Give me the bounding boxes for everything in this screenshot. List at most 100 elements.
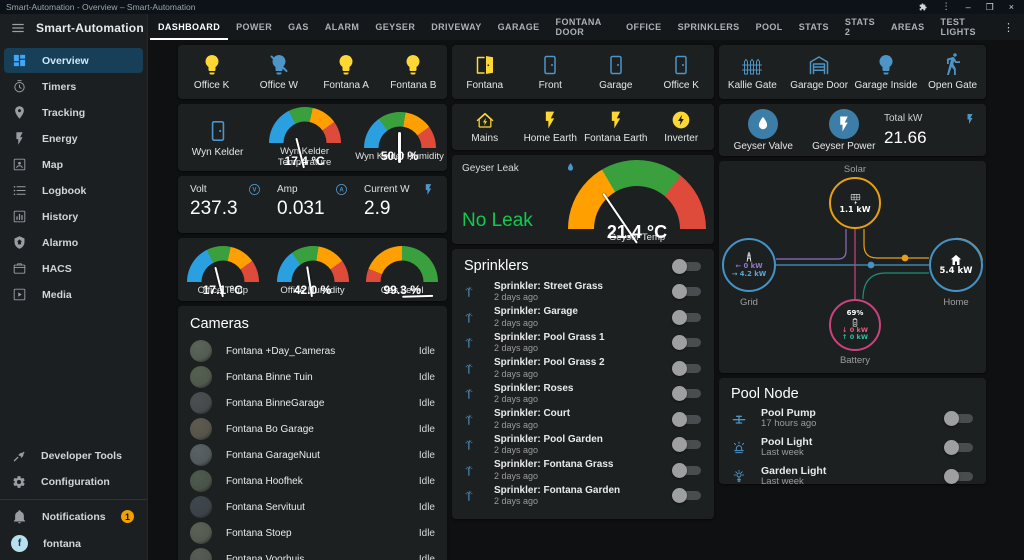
sidebar-item-logbook[interactable]: Logbook: [4, 178, 143, 203]
sidebar-item-user[interactable]: f fontana: [4, 531, 143, 556]
entity-office-k[interactable]: Office K: [649, 53, 715, 91]
minimize-icon[interactable]: –: [965, 1, 971, 12]
sprinkler-toggle-sprinkler-fontana-grass[interactable]: [671, 461, 704, 479]
metric-value: 0.031: [277, 198, 325, 219]
sidebar-item-tracking[interactable]: Tracking: [4, 100, 143, 125]
camera-row-fontana-voorhuis[interactable]: Fontana Voorhuis Idle: [190, 546, 435, 560]
tab-overflow-icon[interactable]: ⋮: [1003, 20, 1014, 34]
pool-toggle-pool-light[interactable]: [943, 439, 976, 457]
tab-pool[interactable]: POOL: [755, 22, 783, 32]
energy-node-battery[interactable]: 69% ↓ 0 kW ↑ 0 kW: [829, 299, 881, 351]
sidebar-item-developer-tools[interactable]: Developer Tools: [4, 443, 143, 468]
camera-row-fontana-day-cameras[interactable]: Fontana +Day_Cameras Idle: [190, 338, 435, 364]
metric-current-w[interactable]: Current W 2.9: [356, 183, 443, 227]
sidebar-item-notifications[interactable]: Notifications 1: [4, 504, 143, 529]
tab-test-lights[interactable]: TEST LIGHTS: [940, 17, 976, 37]
gauge-office-temp[interactable]: 17.1 °C Office Temp: [178, 246, 268, 297]
sprinkler-toggle-sprinkler-pool-garden[interactable]: [671, 436, 704, 454]
tab-geyser[interactable]: GEYSER: [375, 22, 416, 32]
sidebar-item-timers[interactable]: Timers: [4, 74, 143, 99]
entity-office-k[interactable]: Office K: [178, 53, 245, 91]
gauge-wyn-kelder-humidity[interactable]: 50.0 % Wyn Kelder Humidity: [352, 112, 447, 163]
energy-node-home[interactable]: 5.4 kW: [929, 238, 983, 292]
pool-toggle-garden-light[interactable]: [943, 468, 976, 486]
energy-node-solar[interactable]: 1.1 kW: [829, 177, 881, 229]
tab-driveway[interactable]: DRIVEWAY: [431, 22, 482, 32]
tab-alarm[interactable]: ALARM: [324, 22, 360, 32]
gauge-wyn-kelder-temperature[interactable]: 17.4 °C Wyn Kelder Temperature: [257, 106, 352, 169]
gauge-gas-level[interactable]: 99.3 % Gas Level: [357, 246, 447, 298]
tab-power[interactable]: POWER: [236, 22, 273, 32]
entity-mains[interactable]: Mains: [452, 110, 518, 144]
camera-row-fontana-stoep[interactable]: Fontana Stoep Idle: [190, 520, 435, 546]
entity-home-earth[interactable]: Home Earth: [518, 110, 584, 144]
entity-kallie-gate[interactable]: Kallie Gate: [719, 53, 786, 91]
sprinkler-last-changed: 2 days ago: [494, 419, 539, 430]
entity-fontana[interactable]: Fontana: [452, 53, 518, 91]
tab-areas[interactable]: AREAS: [891, 22, 925, 32]
sprinkler-toggle-sprinkler-court[interactable]: [671, 410, 704, 428]
sprinkler-toggle-sprinkler-roses[interactable]: [671, 385, 704, 403]
tab-stats-2[interactable]: STATS 2: [844, 17, 876, 37]
sidebar-item-media[interactable]: Media: [4, 282, 143, 307]
sidebar-item-alarmo[interactable]: Alarmo: [4, 230, 143, 255]
tab-garage[interactable]: GARAGE: [497, 22, 540, 32]
sprinkler-toggle-sprinkler-pool-grass-1[interactable]: [671, 334, 704, 352]
gauge-value: 21.4 °C: [606, 222, 668, 243]
sidebar-item-label: Logbook: [42, 184, 87, 197]
sprinkler-icon: [464, 387, 494, 400]
camera-row-fontana-hoofhek[interactable]: Fontana Hoofhek Idle: [190, 468, 435, 494]
flash-icon: [606, 110, 626, 130]
browser-menu-icon[interactable]: ⋮: [941, 1, 951, 12]
metric-volt[interactable]: Volt V 237.3: [182, 183, 269, 227]
tab-gas[interactable]: GAS: [288, 22, 309, 32]
sidebar-item-hacs[interactable]: HACS: [4, 256, 143, 281]
camera-row-fontana-binnegarage[interactable]: Fontana BinneGarage Idle: [190, 390, 435, 416]
gauge-geyser-temp[interactable]: 21.4 °C Geyser Temp: [568, 160, 706, 245]
gauge-office-humidity[interactable]: 42.0 % Office Humidity: [268, 246, 358, 297]
camera-row-fontana-garagenuut[interactable]: Fontana GarageNuut Idle: [190, 442, 435, 468]
entity-geyser-valve[interactable]: Geyser Valve: [723, 108, 804, 152]
sprinkler-toggle-sprinkler-pool-grass-2[interactable]: [671, 359, 704, 377]
tab-fontana-door[interactable]: FONTANA DOOR: [555, 17, 602, 37]
entity-fontana-earth[interactable]: Fontana Earth: [583, 110, 649, 144]
entity-front[interactable]: Front: [518, 53, 584, 91]
entity-fontana-b[interactable]: Fontana B: [380, 53, 447, 91]
pool-toggle-pool-pump[interactable]: [943, 410, 976, 428]
entity-wyn-kelder[interactable]: Wyn Kelder: [178, 118, 257, 158]
entity-office-w[interactable]: Office W: [245, 53, 312, 91]
energy-node-grid[interactable]: ← 0 kW → 4.2 kW: [722, 238, 776, 292]
entity-fontana-a[interactable]: Fontana A: [313, 53, 380, 91]
total-kw[interactable]: Total kW 21.66: [884, 113, 976, 148]
sprinkler-toggle-sprinkler-fontana-garden[interactable]: [671, 487, 704, 505]
sprinkler-toggle-sprinkler-street-grass[interactable]: [671, 283, 704, 301]
sidebar-item-energy[interactable]: Energy: [4, 126, 143, 151]
entity-name: Office K: [193, 80, 230, 91]
sprinklers-master-toggle[interactable]: [671, 257, 704, 275]
tab-sprinklers[interactable]: SPRINKLERS: [677, 22, 740, 32]
entity-geyser-power[interactable]: Geyser Power: [804, 108, 885, 152]
entity-garage-door[interactable]: Garage Door: [786, 53, 853, 91]
sprinkler-row-sprinkler-fontana-garden: Sprinkler: Fontana Garden 2 days ago: [464, 483, 704, 509]
close-icon[interactable]: ×: [1008, 1, 1014, 12]
restore-icon[interactable]: ❐: [985, 1, 994, 12]
tab-dashboard[interactable]: DASHBOARD: [150, 14, 228, 40]
extension-icon[interactable]: [919, 3, 927, 11]
sidebar-item-overview[interactable]: Overview: [4, 48, 143, 73]
entity-garage-inside[interactable]: Garage Inside: [853, 53, 920, 91]
camera-row-fontana-bo-garage[interactable]: Fontana Bo Garage Idle: [190, 416, 435, 442]
entity-open-gate[interactable]: Open Gate: [919, 53, 986, 91]
sidebar-item-configuration[interactable]: Configuration: [4, 469, 143, 494]
metric-amp[interactable]: Amp A 0.031: [269, 183, 356, 227]
tab-office[interactable]: OFFICE: [626, 22, 662, 32]
camera-row-fontana-binne-tuin[interactable]: Fontana Binne Tuin Idle: [190, 364, 435, 390]
sidebar-item-map[interactable]: Map: [4, 152, 143, 177]
camera-row-fontana-servituut[interactable]: Fontana Servituut Idle: [190, 494, 435, 520]
sidebar-toggle-icon[interactable]: [11, 21, 25, 35]
tab-stats[interactable]: STATS: [798, 22, 829, 32]
sprinkler-toggle-sprinkler-garage[interactable]: [671, 308, 704, 326]
pool-row-garden-light: Garden Light Last week: [731, 462, 976, 491]
entity-garage[interactable]: Garage: [583, 53, 649, 91]
sidebar-item-history[interactable]: History: [4, 204, 143, 229]
entity-inverter[interactable]: Inverter: [649, 110, 715, 144]
